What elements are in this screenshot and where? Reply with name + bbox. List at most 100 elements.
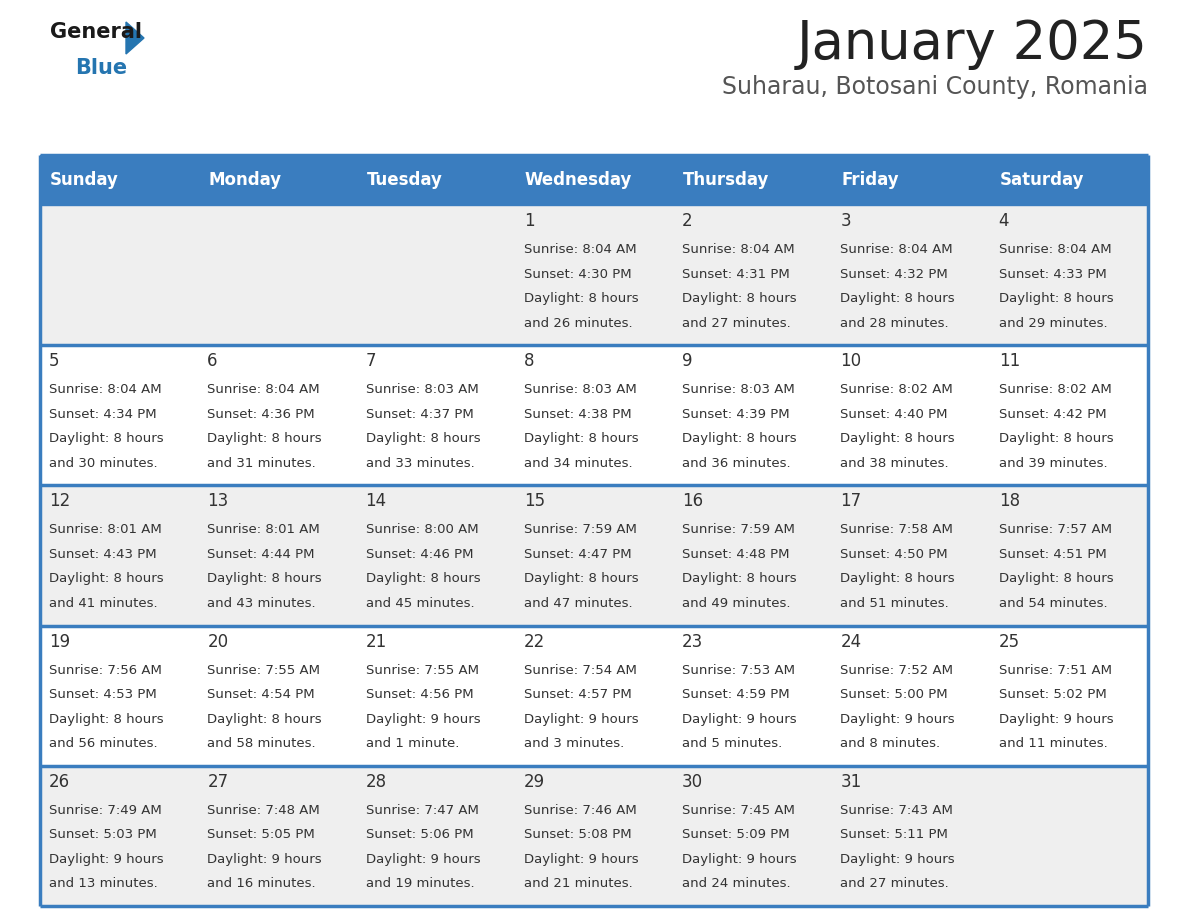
Text: Thursday: Thursday <box>683 171 770 189</box>
Text: 28: 28 <box>366 773 387 790</box>
Text: Sunset: 4:40 PM: Sunset: 4:40 PM <box>840 408 948 420</box>
Text: and 39 minutes.: and 39 minutes. <box>999 457 1107 470</box>
Text: and 3 minutes.: and 3 minutes. <box>524 737 624 750</box>
Text: Sunrise: 8:02 AM: Sunrise: 8:02 AM <box>840 383 953 397</box>
Text: and 47 minutes.: and 47 minutes. <box>524 597 632 610</box>
Text: Sunset: 4:56 PM: Sunset: 4:56 PM <box>366 688 473 701</box>
Text: and 51 minutes.: and 51 minutes. <box>840 597 949 610</box>
Text: Sunrise: 7:59 AM: Sunrise: 7:59 AM <box>682 523 795 536</box>
Text: Sunrise: 8:04 AM: Sunrise: 8:04 AM <box>999 243 1111 256</box>
Bar <box>40 766 198 906</box>
Text: Daylight: 9 hours: Daylight: 9 hours <box>682 712 797 725</box>
Text: and 56 minutes.: and 56 minutes. <box>49 737 158 750</box>
Text: 24: 24 <box>840 633 861 651</box>
Text: 7: 7 <box>366 353 377 370</box>
Text: Blue: Blue <box>75 58 127 78</box>
Text: 8: 8 <box>524 353 535 370</box>
Text: Sunset: 4:34 PM: Sunset: 4:34 PM <box>49 408 157 420</box>
Text: 30: 30 <box>682 773 703 790</box>
Text: and 43 minutes.: and 43 minutes. <box>207 597 316 610</box>
Text: and 19 minutes.: and 19 minutes. <box>366 878 474 890</box>
Text: Daylight: 8 hours: Daylight: 8 hours <box>49 432 164 445</box>
Text: Sunrise: 8:03 AM: Sunrise: 8:03 AM <box>524 383 637 397</box>
Text: 2: 2 <box>682 212 693 230</box>
Bar <box>198 486 356 625</box>
Text: Daylight: 8 hours: Daylight: 8 hours <box>524 432 638 445</box>
Text: and 31 minutes.: and 31 minutes. <box>207 457 316 470</box>
Text: and 41 minutes.: and 41 minutes. <box>49 597 158 610</box>
Text: Sunrise: 7:49 AM: Sunrise: 7:49 AM <box>49 804 162 817</box>
Text: Sunset: 4:46 PM: Sunset: 4:46 PM <box>366 548 473 561</box>
Bar <box>832 625 990 766</box>
Text: 25: 25 <box>999 633 1019 651</box>
Text: Sunrise: 7:56 AM: Sunrise: 7:56 AM <box>49 664 162 677</box>
Text: Sunset: 4:59 PM: Sunset: 4:59 PM <box>682 688 790 701</box>
Text: Sunset: 5:00 PM: Sunset: 5:00 PM <box>840 688 948 701</box>
Text: Saturday: Saturday <box>1000 171 1085 189</box>
Text: 31: 31 <box>840 773 861 790</box>
Text: Daylight: 8 hours: Daylight: 8 hours <box>840 573 955 586</box>
Text: 17: 17 <box>840 492 861 510</box>
Text: Sunrise: 7:59 AM: Sunrise: 7:59 AM <box>524 523 637 536</box>
Text: January 2025: January 2025 <box>797 18 1148 70</box>
Text: Sunset: 4:43 PM: Sunset: 4:43 PM <box>49 548 157 561</box>
Bar <box>40 486 198 625</box>
Bar <box>674 625 832 766</box>
Bar <box>674 766 832 906</box>
Text: Daylight: 8 hours: Daylight: 8 hours <box>682 432 797 445</box>
Text: Sunset: 5:08 PM: Sunset: 5:08 PM <box>524 828 632 841</box>
Bar <box>990 625 1148 766</box>
Text: Daylight: 8 hours: Daylight: 8 hours <box>999 573 1113 586</box>
Text: Daylight: 9 hours: Daylight: 9 hours <box>207 853 322 866</box>
Text: and 36 minutes.: and 36 minutes. <box>682 457 791 470</box>
Text: Daylight: 8 hours: Daylight: 8 hours <box>682 292 797 305</box>
Text: 27: 27 <box>207 773 228 790</box>
Text: 3: 3 <box>840 212 851 230</box>
Text: Daylight: 8 hours: Daylight: 8 hours <box>366 573 480 586</box>
Bar <box>990 205 1148 345</box>
Text: Sunrise: 7:47 AM: Sunrise: 7:47 AM <box>366 804 479 817</box>
Text: and 49 minutes.: and 49 minutes. <box>682 597 791 610</box>
Text: Sunset: 4:54 PM: Sunset: 4:54 PM <box>207 688 315 701</box>
Text: Friday: Friday <box>841 171 899 189</box>
Text: and 58 minutes.: and 58 minutes. <box>207 737 316 750</box>
Text: 5: 5 <box>49 353 59 370</box>
Text: 11: 11 <box>999 353 1020 370</box>
Text: Daylight: 9 hours: Daylight: 9 hours <box>840 853 955 866</box>
Text: Daylight: 9 hours: Daylight: 9 hours <box>840 712 955 725</box>
Text: Sunset: 4:39 PM: Sunset: 4:39 PM <box>682 408 790 420</box>
Text: and 30 minutes.: and 30 minutes. <box>49 457 158 470</box>
Text: 14: 14 <box>366 492 387 510</box>
Bar <box>674 345 832 486</box>
Text: and 13 minutes.: and 13 minutes. <box>49 878 158 890</box>
Text: Sunrise: 7:55 AM: Sunrise: 7:55 AM <box>366 664 479 677</box>
Bar <box>990 345 1148 486</box>
Text: Daylight: 8 hours: Daylight: 8 hours <box>366 432 480 445</box>
Text: Sunrise: 8:03 AM: Sunrise: 8:03 AM <box>366 383 479 397</box>
Text: Sunrise: 7:45 AM: Sunrise: 7:45 AM <box>682 804 795 817</box>
Text: and 24 minutes.: and 24 minutes. <box>682 878 791 890</box>
Text: Daylight: 9 hours: Daylight: 9 hours <box>366 853 480 866</box>
Text: Sunrise: 8:03 AM: Sunrise: 8:03 AM <box>682 383 795 397</box>
Text: Sunrise: 7:43 AM: Sunrise: 7:43 AM <box>840 804 953 817</box>
Text: Daylight: 8 hours: Daylight: 8 hours <box>49 712 164 725</box>
Text: and 45 minutes.: and 45 minutes. <box>366 597 474 610</box>
Text: and 34 minutes.: and 34 minutes. <box>524 457 632 470</box>
Text: Sunset: 5:03 PM: Sunset: 5:03 PM <box>49 828 157 841</box>
Bar <box>198 766 356 906</box>
Text: 22: 22 <box>524 633 545 651</box>
Bar <box>40 205 198 345</box>
Text: Daylight: 9 hours: Daylight: 9 hours <box>682 853 797 866</box>
Text: Sunset: 4:38 PM: Sunset: 4:38 PM <box>524 408 632 420</box>
Text: and 33 minutes.: and 33 minutes. <box>366 457 474 470</box>
Text: and 26 minutes.: and 26 minutes. <box>524 317 632 330</box>
Text: Sunrise: 7:51 AM: Sunrise: 7:51 AM <box>999 664 1112 677</box>
Text: Wednesday: Wednesday <box>525 171 632 189</box>
Text: Sunrise: 8:04 AM: Sunrise: 8:04 AM <box>49 383 162 397</box>
Text: Sunset: 5:09 PM: Sunset: 5:09 PM <box>682 828 790 841</box>
Text: Sunset: 4:57 PM: Sunset: 4:57 PM <box>524 688 632 701</box>
Text: Sunset: 4:51 PM: Sunset: 4:51 PM <box>999 548 1106 561</box>
Text: Daylight: 8 hours: Daylight: 8 hours <box>49 573 164 586</box>
Text: and 5 minutes.: and 5 minutes. <box>682 737 783 750</box>
Text: Daylight: 8 hours: Daylight: 8 hours <box>840 432 955 445</box>
